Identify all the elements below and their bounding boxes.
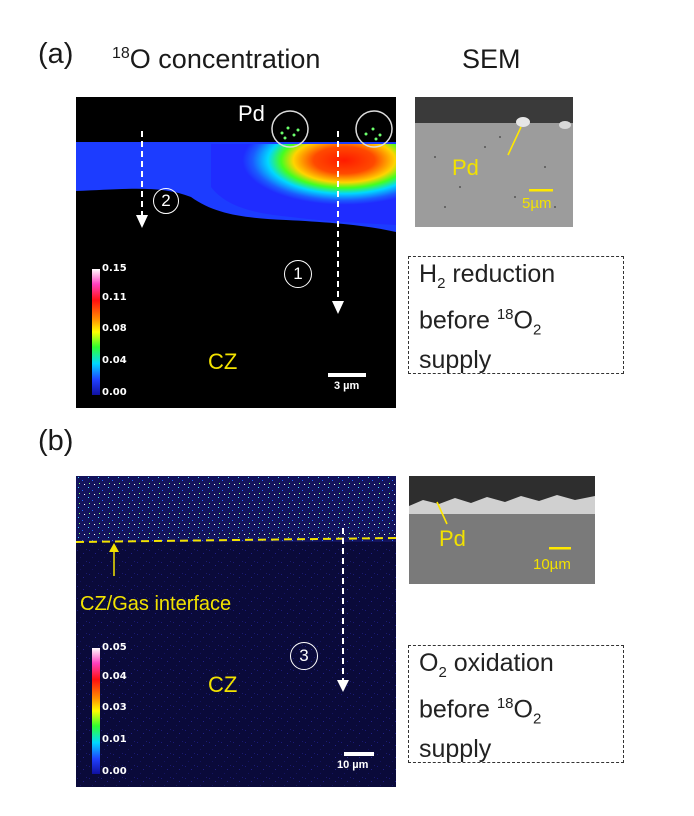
panel-b-sem-scale-label: 10µm: [533, 556, 571, 573]
panel-a-label: (a): [38, 38, 74, 70]
panel-a-note-l2-sub: 2: [532, 321, 542, 339]
panel-a-sem-graphic: [415, 97, 573, 227]
panel-b-note-box: O2 oxidation before 18O2 supply: [408, 645, 624, 763]
panel-b-scale-bar-label: 10 µm: [337, 759, 369, 771]
panel-a-note-line-2: before 18O2: [419, 299, 613, 345]
colorbar-a-tick-3: 0.04: [102, 355, 127, 366]
panel-b-note-l1-sub: 2: [438, 664, 447, 681]
panel-b-note-l2-pre: before: [419, 695, 497, 724]
panel-a-note-box: H2 reduction before 18O2 supply: [408, 256, 624, 374]
interface-label: CZ/Gas interface: [80, 593, 232, 615]
panel-b-note-line-1: O2 oxidation: [419, 648, 613, 688]
panel-b-map-graphic: [76, 476, 396, 787]
panel-b-scale-bar-line: [344, 752, 374, 756]
panel-b-sem-image: Pd 10µm: [409, 476, 595, 584]
panel-a-note-l2-mid: O: [513, 306, 533, 335]
sem-heading: SEM: [462, 44, 521, 74]
panel-b-colorbar: [92, 648, 100, 774]
panel-b-label: (b): [38, 425, 74, 457]
colorbar-b-tick-4: 0.00: [102, 766, 127, 777]
colorbar-a-tick-2: 0.08: [102, 323, 127, 334]
panel-a-sem-image: Pd 5µm: [415, 97, 573, 227]
panel-a-concentration-map: Pd 2 1 CZ 3 µm 0.15 0.11 0.08 0.04 0.00: [76, 97, 396, 408]
concentration-heading: 18O concentration: [112, 44, 320, 75]
panel-b-sem-graphic: [409, 476, 595, 584]
marker-3: 3: [290, 642, 318, 670]
panel-a-pd-label: Pd: [238, 101, 265, 126]
panel-a-note-l1-post: reduction: [445, 260, 556, 288]
colorbar-b-tick-1: 0.04: [102, 671, 127, 682]
panel-b-note-l1-post: oxidation: [446, 649, 554, 677]
colorbar-b-tick-3: 0.01: [102, 734, 127, 745]
panel-b-note-l2-sup: 18: [496, 695, 514, 712]
panel-a-note-line-3: supply: [419, 346, 492, 375]
colorbar-a-tick-1: 0.11: [102, 292, 127, 303]
isotope-superscript: 18: [112, 45, 130, 62]
colorbar-b-tick-0: 0.05: [102, 642, 127, 653]
panel-b-note-line-3: supply: [419, 735, 492, 764]
panel-b-concentration-map: CZ/Gas interface 3 CZ 10 µm 0.05 0.04 0.…: [76, 476, 396, 787]
marker-1: 1: [284, 260, 312, 288]
panel-a-note-l1-pre: H: [419, 260, 438, 288]
panel-a-scale-bar-line: [328, 373, 366, 377]
panel-a-scale-bar-label: 3 µm: [334, 380, 360, 392]
concentration-heading-text: O concentration: [129, 44, 321, 74]
panel-a-map-graphic: [76, 110, 396, 395]
panel-a-note-line-1: H2 reduction: [419, 259, 613, 299]
panel-b-note-l2-sub: 2: [532, 710, 542, 728]
panel-a-colorbar: [92, 269, 100, 395]
panel-b-note-line-2: before 18O2: [419, 688, 613, 734]
panel-a-sem-pd-label: Pd: [452, 155, 479, 180]
panel-b-cz-label: CZ: [208, 672, 238, 697]
colorbar-a-tick-0: 0.15: [102, 263, 127, 274]
panel-b-note-l2-mid: O: [513, 695, 533, 724]
panel-a-note-l2-sup: 18: [496, 306, 514, 323]
panel-a-note-l1-sub: 2: [437, 275, 446, 292]
colorbar-b-tick-2: 0.03: [102, 702, 127, 713]
marker-2: 2: [153, 188, 179, 214]
panel-a-cz-label: CZ: [208, 349, 238, 374]
panel-b-sem-pd-label: Pd: [439, 526, 466, 551]
panel-b-note-l1-pre: O: [419, 649, 439, 677]
panel-a-note-l2-pre: before: [419, 306, 497, 335]
panel-a-sem-scale-label: 5µm: [522, 195, 552, 212]
colorbar-a-tick-4: 0.00: [102, 387, 127, 398]
